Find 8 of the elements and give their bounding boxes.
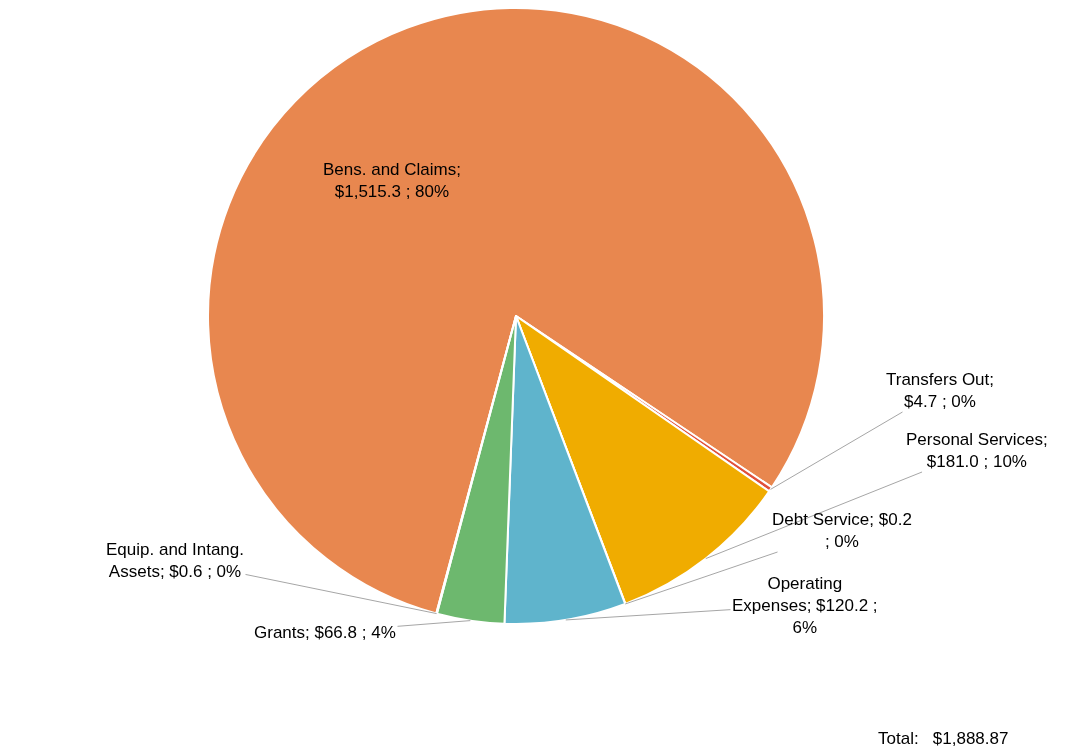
slice-label: Operating Expenses; $120.2 ; 6% xyxy=(732,574,878,638)
slice-label: Personal Services; $181.0 ; 10% xyxy=(906,430,1048,472)
slice-label: Equip. and Intang. Assets; $0.6 ; 0% xyxy=(106,540,245,582)
slice-label: Bens. and Claims; $1,515.3 ; 80% xyxy=(323,160,461,202)
text: Total: $1,888.87 xyxy=(878,729,1009,748)
slice-label: Transfers Out; $4.7 ; 0% xyxy=(886,370,995,412)
slice-label: Grants; $66.8 ; 4% xyxy=(254,623,396,642)
slice-label: Debt Service; $0.2 ; 0% xyxy=(772,510,912,552)
